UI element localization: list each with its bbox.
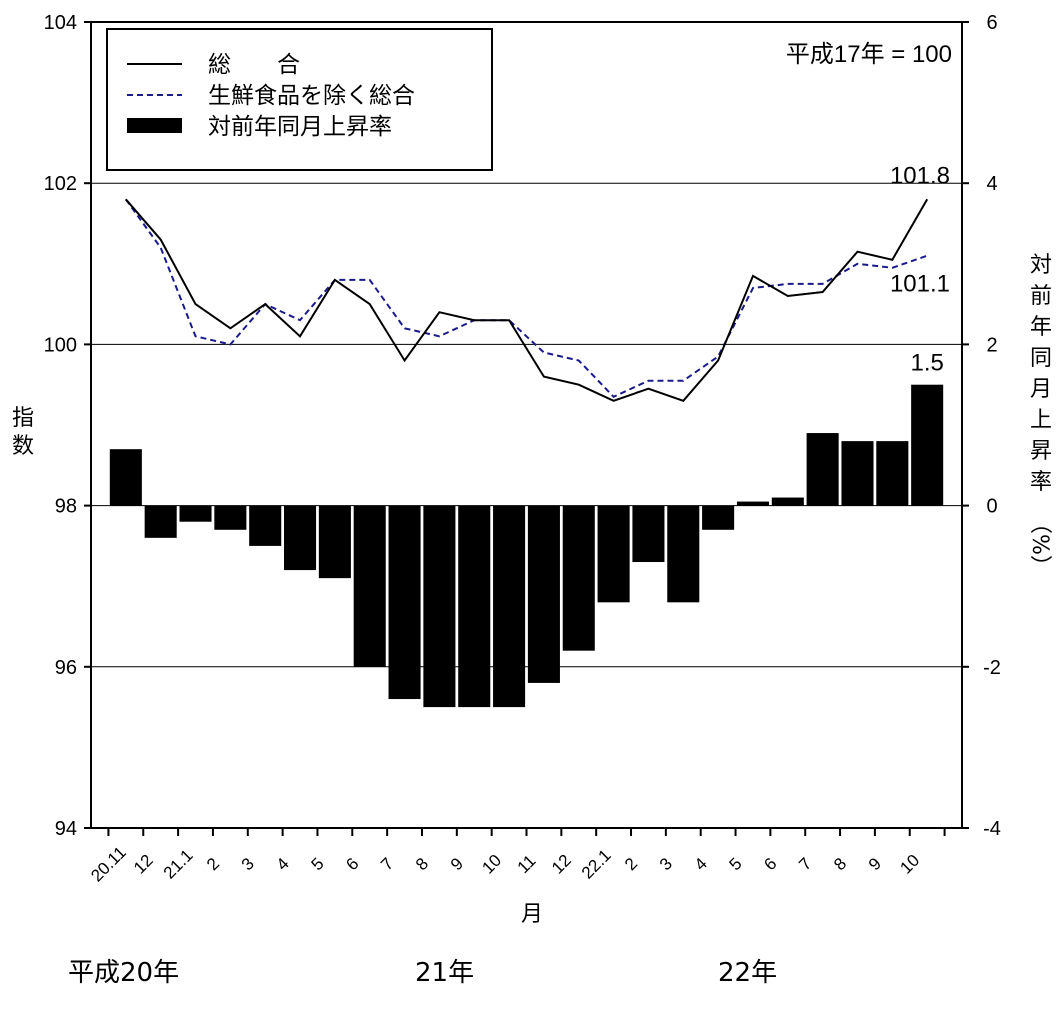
legend-label: 総 合 bbox=[208, 52, 300, 78]
x-tick-label: 4 bbox=[691, 854, 711, 874]
bar bbox=[771, 497, 804, 506]
y-axis-label-char: 上 bbox=[1030, 408, 1052, 433]
x-tick-label: 10 bbox=[478, 851, 505, 878]
gridlines bbox=[91, 182, 962, 668]
base-year-note: 平成17年 = 100 bbox=[786, 41, 952, 68]
bar bbox=[179, 505, 212, 522]
y-left-tick-label: 94 bbox=[55, 818, 77, 840]
x-tick-label: 11 bbox=[514, 851, 540, 877]
y-right-tick-label: -2 bbox=[983, 657, 1001, 679]
y-axis-label-left: 指数 bbox=[12, 406, 34, 459]
y-axis-label-right: 対前年同月上昇率 （%） bbox=[1027, 253, 1052, 577]
bar bbox=[284, 505, 317, 571]
bar bbox=[667, 505, 700, 603]
bar bbox=[214, 505, 247, 530]
bar bbox=[144, 505, 177, 538]
bar bbox=[736, 501, 769, 506]
y-right-tick-label: 4 bbox=[986, 173, 997, 195]
line-overall-index bbox=[125, 198, 929, 402]
x-tick-label: 12 bbox=[548, 851, 575, 878]
x-tick-label: 20.11 bbox=[87, 843, 130, 886]
x-axis-label: 月 bbox=[521, 902, 543, 927]
y-left-tick-label: 102 bbox=[44, 173, 77, 195]
x-tick-label: 5 bbox=[726, 854, 746, 874]
bar bbox=[527, 505, 560, 683]
y-axis-label-char: 月 bbox=[1030, 377, 1052, 402]
y-left-tick-label: 96 bbox=[55, 657, 77, 679]
bar bbox=[353, 505, 386, 667]
y-axis-label-char: 率 bbox=[1030, 470, 1052, 495]
line-core-index bbox=[124, 198, 928, 399]
x-tick-label: 12 bbox=[130, 851, 157, 878]
x-tick-label: 7 bbox=[795, 854, 815, 874]
x-tick-label: 8 bbox=[412, 854, 432, 874]
year-label: 22年 bbox=[718, 958, 777, 988]
x-tick-label: 2 bbox=[203, 854, 223, 874]
y-left-tick-label: 104 bbox=[44, 12, 77, 34]
x-tick-label: 8 bbox=[830, 854, 850, 874]
bar bbox=[806, 433, 839, 506]
legend-label: 生鮮食品を除く総合 bbox=[208, 83, 415, 109]
bar bbox=[423, 505, 456, 708]
x-tick-label: 10 bbox=[896, 851, 923, 878]
x-tick-label: 3 bbox=[656, 854, 676, 874]
bar bbox=[458, 505, 491, 708]
bar bbox=[493, 505, 526, 708]
bar bbox=[318, 505, 351, 579]
bar bbox=[911, 384, 944, 506]
x-tick-label: 3 bbox=[238, 854, 258, 874]
y-axis-label-char: 年 bbox=[1030, 315, 1052, 340]
y-axis-label-char: 数 bbox=[12, 434, 34, 459]
bar bbox=[109, 449, 142, 506]
x-tick-label: 9 bbox=[447, 854, 467, 874]
bar bbox=[841, 441, 874, 506]
x-tick-label: 6 bbox=[760, 854, 780, 874]
y-axis-label-char: 同 bbox=[1030, 346, 1052, 371]
y-right-tick-label: 0 bbox=[986, 496, 997, 518]
bar bbox=[702, 505, 735, 530]
annotations: 101.8 101.1 1.5 bbox=[890, 162, 950, 376]
y-right-tick-label: 2 bbox=[986, 334, 997, 356]
legend-swatch-bar bbox=[127, 118, 182, 133]
bar bbox=[632, 505, 665, 563]
y-left-tick-label: 98 bbox=[55, 496, 77, 518]
y-right-tick-label: 6 bbox=[986, 12, 997, 34]
bar bbox=[876, 441, 909, 506]
x-tick-label: 4 bbox=[273, 854, 293, 874]
legend-box bbox=[106, 28, 493, 171]
bar bbox=[249, 505, 282, 546]
x-tick-label: 7 bbox=[377, 854, 397, 874]
line-series bbox=[124, 198, 929, 402]
x-tick-label: 22.1 bbox=[578, 846, 615, 883]
x-tick-label: 5 bbox=[308, 854, 328, 874]
y-axis-label-char: 昇 bbox=[1030, 439, 1052, 464]
bar bbox=[597, 505, 630, 603]
value-annotation: 1.5 bbox=[910, 350, 943, 377]
y-axis-label-char: 対 bbox=[1030, 253, 1052, 278]
bar bbox=[562, 505, 595, 651]
y-left-tick-label: 100 bbox=[44, 334, 77, 356]
legend-label: 対前年同月上昇率 bbox=[208, 114, 392, 140]
year-labels: 平成20年 21年 22年 bbox=[68, 958, 777, 988]
y-axis-label-char: 指 bbox=[12, 406, 34, 431]
x-tick-label: 21.1 bbox=[160, 846, 197, 883]
value-annotation: 101.1 bbox=[890, 271, 950, 298]
value-annotation: 101.8 bbox=[890, 162, 950, 189]
year-label: 21年 bbox=[415, 958, 474, 988]
x-tick-label: 2 bbox=[621, 854, 641, 874]
y-axis-label-char: 前 bbox=[1030, 284, 1052, 309]
x-tick-label: 6 bbox=[342, 854, 362, 874]
year-label: 平成20年 bbox=[68, 958, 179, 988]
x-tick-label: 9 bbox=[865, 854, 885, 874]
bar-series bbox=[109, 384, 944, 708]
bar bbox=[388, 505, 421, 700]
y-right-tick-label: -4 bbox=[983, 818, 1001, 840]
y-axis-label-unit: （%） bbox=[1027, 512, 1052, 577]
